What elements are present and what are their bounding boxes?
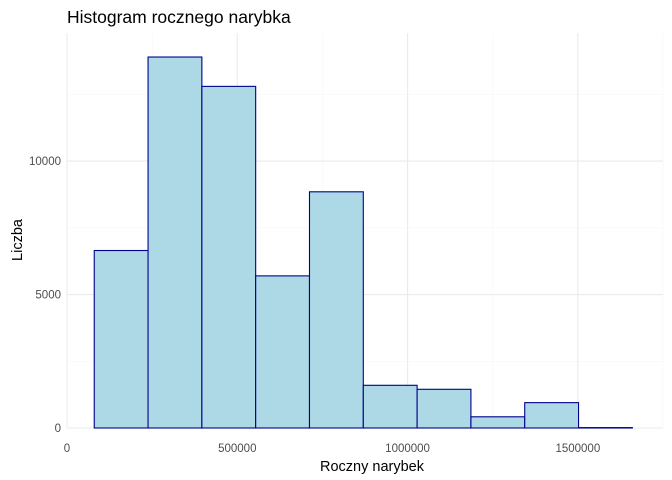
y-axis-ticks: 0 5000 10000 bbox=[29, 156, 61, 435]
x-tick-label: 0 bbox=[64, 443, 70, 455]
histogram-bar bbox=[255, 275, 311, 429]
y-tick-label: 10000 bbox=[29, 156, 61, 168]
x-tick-label: 1000000 bbox=[385, 443, 430, 455]
histogram-bar bbox=[524, 402, 580, 429]
x-axis-title: Roczny narybek bbox=[320, 459, 425, 475]
histogram-bar bbox=[147, 56, 203, 429]
histogram-bars bbox=[93, 56, 633, 429]
histogram-bar bbox=[201, 85, 257, 429]
x-axis-ticks: 0 500000 1000000 1500000 bbox=[64, 443, 600, 455]
y-tick-label: 0 bbox=[55, 423, 61, 435]
x-tick-label: 1500000 bbox=[555, 443, 600, 455]
x-tick-label: 500000 bbox=[218, 443, 256, 455]
y-axis-title: Liczba bbox=[10, 218, 26, 261]
histogram-bar bbox=[470, 416, 526, 429]
histogram-bar bbox=[416, 388, 472, 429]
histogram-bar bbox=[362, 384, 418, 429]
histogram-bar bbox=[93, 249, 149, 429]
y-tick-label: 5000 bbox=[35, 290, 61, 302]
chart-title: Histogram rocznego narybka bbox=[67, 7, 291, 27]
histogram-bar bbox=[308, 191, 364, 429]
